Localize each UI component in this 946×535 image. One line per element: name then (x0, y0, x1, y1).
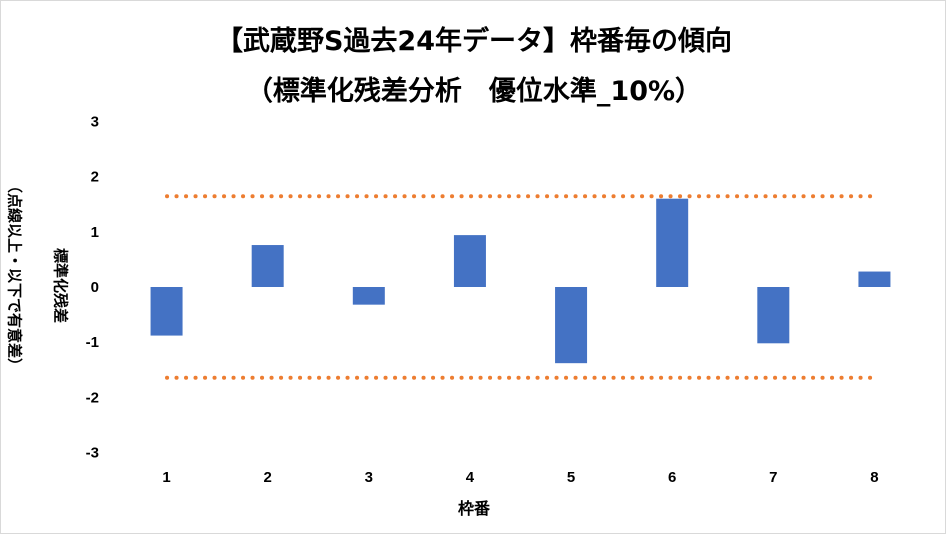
bar (656, 198, 689, 287)
bar (352, 287, 385, 305)
x-axis-label: 枠番 (457, 499, 490, 518)
y-axis-note: （点線以上・以下で有意差） (5, 177, 24, 373)
bar (555, 287, 588, 364)
x-tick-label: 3 (365, 469, 373, 486)
y-tick-label: -3 (86, 445, 99, 462)
bar (453, 235, 486, 287)
x-tick-label: 8 (870, 469, 878, 486)
x-tick-label: 2 (264, 469, 272, 486)
x-tick-label: 6 (668, 469, 676, 486)
y-tick-label: -1 (86, 334, 99, 351)
y-tick-label: 3 (91, 113, 99, 130)
bar (150, 287, 183, 336)
y-axis-label: 標準化残差 (51, 247, 70, 323)
y-tick-label: 0 (91, 279, 99, 296)
x-tick-label: 7 (769, 469, 777, 486)
chart-title: 【武蔵野S過去24年データ】枠番毎の傾向 (215, 26, 733, 57)
bar (251, 245, 284, 287)
chart-subtitle: （標準化残差分析 優位水準_10%） (245, 76, 703, 107)
y-tick-label: 2 (91, 169, 99, 186)
y-tick-label: -2 (86, 389, 99, 406)
bar (757, 287, 790, 344)
y-tick-label: 1 (91, 224, 99, 241)
x-tick-label: 4 (466, 469, 475, 486)
x-tick-label: 1 (162, 469, 170, 486)
bar (858, 271, 891, 287)
x-tick-label: 5 (567, 469, 575, 486)
